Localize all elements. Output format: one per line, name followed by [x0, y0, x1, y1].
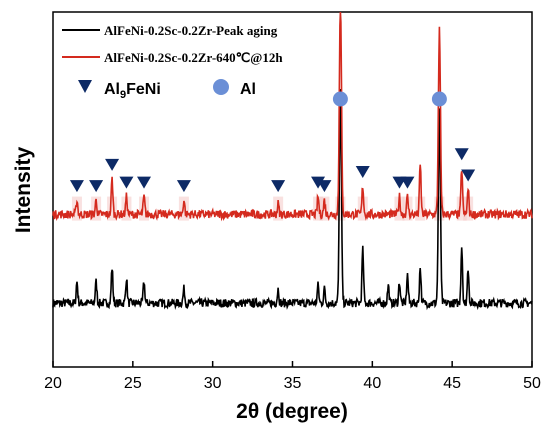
al9feni-marker: [454, 148, 469, 161]
al9feni-marker: [105, 158, 120, 171]
legend-triangle-marker: [78, 80, 92, 93]
legend-al-label: Al: [240, 81, 256, 98]
peak-shade: [313, 196, 324, 221]
al9feni-marker: [271, 180, 286, 193]
peak-shade: [463, 196, 474, 221]
peak-shade: [456, 196, 467, 221]
legend-al9feni-label: Al9FeNi: [104, 81, 161, 101]
peak-shade: [107, 196, 118, 221]
al9feni-marker: [137, 176, 152, 189]
x-tick-label: 35: [284, 375, 302, 392]
legend: AlFeNi-0.2Sc-0.2Zr-Peak aging AlFeNi-0.2…: [62, 23, 283, 101]
peak-shade: [71, 196, 82, 221]
peak-shade: [335, 196, 346, 221]
al9feni-marker: [461, 169, 476, 182]
peak-shade: [139, 196, 150, 221]
peak-shade: [402, 196, 413, 221]
al9feni-marker: [400, 176, 415, 189]
legend-label-series-1: AlFeNi-0.2Sc-0.2Zr-640℃@12h: [104, 50, 283, 65]
al9feni-marker: [311, 176, 326, 189]
al9feni-marker: [89, 180, 104, 193]
x-axis-title: 2θ (degree): [236, 400, 348, 423]
x-tick-label: 30: [204, 375, 222, 392]
x-axis-tick-labels: 20 25 30 35 40 45 50: [44, 375, 541, 392]
peak-shade: [121, 196, 132, 221]
al9feni-marker: [176, 180, 191, 193]
al9feni-marker: [119, 176, 134, 189]
peak-shade: [415, 196, 426, 221]
peak-shade: [394, 196, 405, 221]
x-tick-label: 50: [523, 375, 541, 392]
legend-circle-marker: [213, 79, 229, 95]
phase-markers: [69, 91, 476, 193]
peak-shade: [178, 196, 189, 221]
x-axis-ticks: [52, 361, 533, 367]
series-line-0: [52, 88, 533, 311]
al9feni-marker: [317, 180, 332, 193]
peak-shade: [357, 196, 368, 221]
x-tick-label: 40: [363, 375, 381, 392]
peak-shade: [434, 196, 445, 221]
y-axis-title: Intensity: [12, 147, 35, 234]
x-tick-label: 25: [124, 375, 142, 392]
series-line-1: [52, 11, 533, 222]
al-marker: [431, 91, 447, 107]
x-tick-label: 20: [44, 375, 62, 392]
al9feni-marker: [69, 180, 84, 193]
al-marker: [332, 91, 348, 107]
x-tick-label: 45: [443, 375, 461, 392]
series-layer: [52, 11, 533, 311]
legend-label-series-0: AlFeNi-0.2Sc-0.2Zr-Peak aging: [104, 23, 278, 38]
al9feni-marker: [355, 165, 370, 178]
peak-shades: [71, 196, 474, 221]
